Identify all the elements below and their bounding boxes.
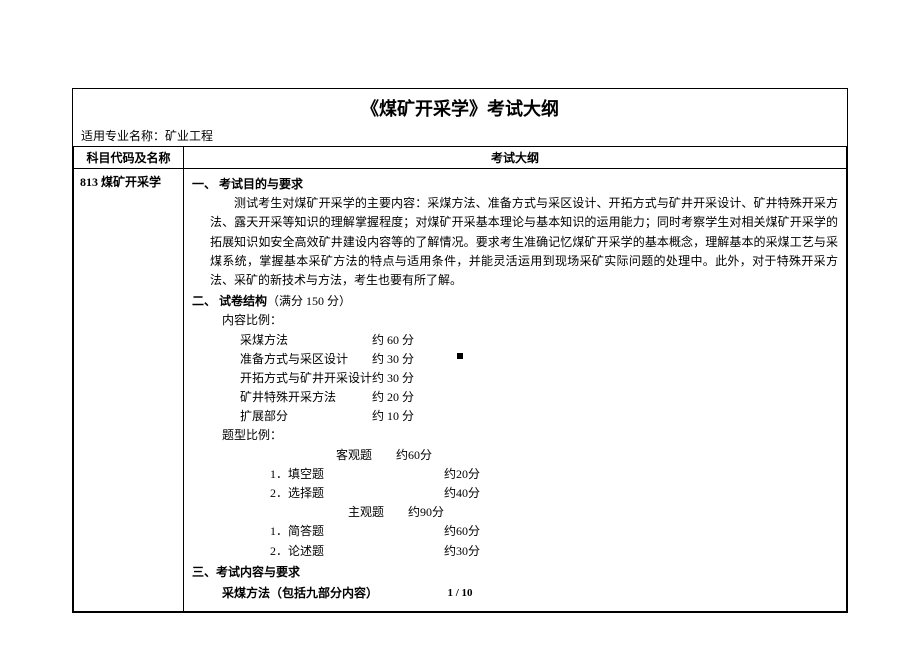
- section2-heading: 二、 试卷结构（满分 150 分）: [192, 292, 838, 311]
- header-left: 科目代码及名称: [74, 147, 184, 169]
- subtitle: 适用专业名称：矿业工程: [73, 125, 847, 146]
- qtype-label: 2．论述题: [270, 542, 348, 561]
- score-label: 准备方式与采区设计: [240, 350, 372, 369]
- subjective-row: 主观题约90分: [192, 503, 838, 522]
- section3-heading: 三、考试内容与要求: [192, 563, 838, 582]
- course-code-cell: 813 煤矿开采学: [74, 169, 184, 612]
- qtype-value: 约30分: [444, 544, 480, 558]
- score-row: 矿井特殊开采方法约 20 分: [192, 388, 838, 407]
- qtype-value: 约60分: [444, 524, 480, 538]
- section2-label: 二、 试卷结构: [192, 294, 267, 308]
- qtype-row: 1．填空题 约20分: [192, 465, 838, 484]
- score-row: 扩展部分约 10 分: [192, 407, 838, 426]
- content-cell: 一、 考试目的与要求 测试考生对煤矿开采学的主要内容：采煤方法、准备方式与采区设…: [184, 169, 847, 612]
- qtype-row: 2．论述题 约30分: [192, 542, 838, 561]
- score-value: 约 30 分: [372, 350, 414, 369]
- score-value: 约 30 分: [372, 369, 414, 388]
- subjective-value: 约90分: [408, 505, 444, 519]
- qtype-label: 2．选择题: [270, 484, 348, 503]
- document-frame: 《煤矿开采学》考试大纲 适用专业名称：矿业工程 科目代码及名称 考试大纲 813…: [72, 88, 848, 613]
- score-value: 约 10 分: [372, 407, 414, 426]
- objective-label: 客观题: [336, 446, 396, 465]
- header-right: 考试大纲: [184, 147, 847, 169]
- type-ratio-label: 题型比例：: [192, 426, 838, 445]
- qtype-label: 1．填空题: [270, 465, 348, 484]
- subtitle-value: 矿业工程: [165, 129, 213, 143]
- subjective-label: 主观题: [348, 503, 408, 522]
- section2-paren: （满分 150 分）: [267, 294, 351, 308]
- footer-text: 1 / 10: [447, 587, 472, 599]
- qtype-value: 约20分: [444, 467, 480, 481]
- section1-heading: 一、 考试目的与要求: [192, 175, 838, 194]
- section1-paragraph: 测试考生对煤矿开采学的主要内容：采煤方法、准备方式与采区设计、开拓方式与矿井开采…: [192, 194, 838, 290]
- score-label: 开拓方式与矿井开采设计: [240, 369, 372, 388]
- score-label: 采煤方法: [240, 331, 372, 350]
- score-row: 准备方式与采区设计约 30 分: [192, 350, 838, 369]
- score-row: 采煤方法约 60 分: [192, 331, 838, 350]
- qtype-row: 1．简答题 约60分: [192, 522, 838, 541]
- objective-row: 客观题约60分: [192, 446, 838, 465]
- score-label: 矿井特殊开采方法: [240, 388, 372, 407]
- page-title: 《煤矿开采学》考试大纲: [73, 89, 847, 125]
- content-ratio-label: 内容比例：: [192, 311, 838, 330]
- qtype-label: 1．简答题: [270, 522, 348, 541]
- score-row: 开拓方式与矿井开采设计约 30 分: [192, 369, 838, 388]
- score-label: 扩展部分: [240, 407, 372, 426]
- center-marker-icon: [457, 353, 463, 359]
- score-value: 约 60 分: [372, 331, 414, 350]
- page-footer: 1 / 10: [0, 587, 920, 599]
- qtype-row: 2．选择题 约40分: [192, 484, 838, 503]
- main-table: 科目代码及名称 考试大纲 813 煤矿开采学 一、 考试目的与要求 测试考生对煤…: [73, 146, 847, 612]
- subtitle-label: 适用专业名称：: [81, 129, 165, 143]
- qtype-value: 约40分: [444, 486, 480, 500]
- score-value: 约 20 分: [372, 388, 414, 407]
- objective-value: 约60分: [396, 448, 432, 462]
